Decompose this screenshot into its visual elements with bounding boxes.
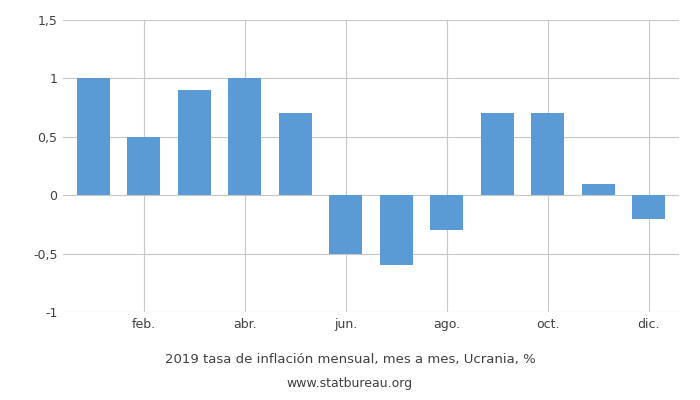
- Bar: [127, 137, 160, 195]
- Bar: [178, 90, 211, 195]
- Bar: [531, 114, 564, 195]
- Bar: [582, 184, 615, 195]
- Bar: [228, 78, 261, 195]
- Bar: [329, 195, 362, 254]
- Bar: [380, 195, 413, 265]
- Bar: [279, 114, 312, 195]
- Text: 2019 tasa de inflación mensual, mes a mes, Ucrania, %: 2019 tasa de inflación mensual, mes a me…: [164, 354, 536, 366]
- Bar: [632, 195, 665, 218]
- Bar: [430, 195, 463, 230]
- Bar: [481, 114, 514, 195]
- Text: www.statbureau.org: www.statbureau.org: [287, 378, 413, 390]
- Bar: [77, 78, 110, 195]
